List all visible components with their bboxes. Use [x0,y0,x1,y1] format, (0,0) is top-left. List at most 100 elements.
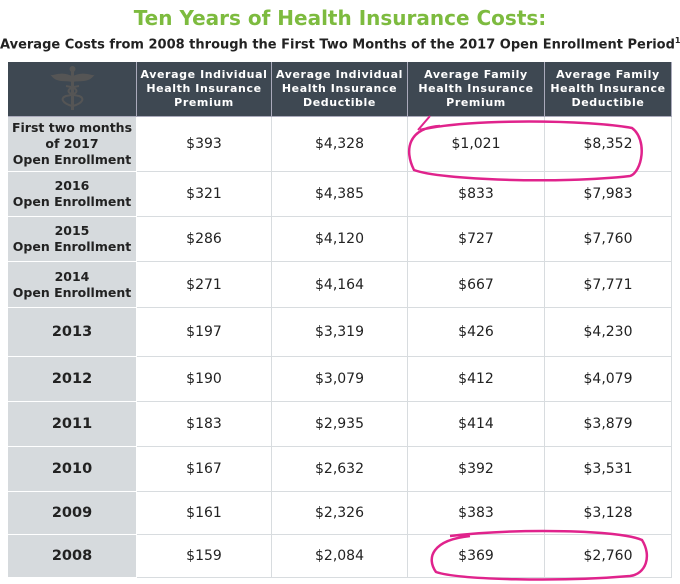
row-label-line: 2012 [51,371,93,387]
value-text: $167 [186,461,222,477]
value-text: $2,326 [315,505,364,521]
value-cell: $392 [408,447,545,492]
row-label: 2014 Open Enrollment [8,262,137,308]
value-text: $161 [186,505,222,521]
footnote-mark: 1 [674,36,680,45]
header-line: Deductible [303,96,376,109]
value-cell: $727 [408,217,545,262]
row-label-line: 2014 [54,268,90,284]
value-cell: $4,385 [272,172,408,217]
header-line: Deductible [571,96,645,109]
header-cell: Average Family Health Insurance Deductible [545,62,672,117]
value-cell: $3,319 [272,308,408,357]
value-cell: $3,079 [272,357,408,402]
value-text: $7,760 [583,231,633,247]
value-cell: $8,352 [545,117,672,172]
row-label: 2008 [8,535,137,578]
value-text: $183 [186,416,222,432]
value-text: $4,385 [315,186,364,202]
row-label: 2009 [8,492,137,535]
value-text: $4,120 [315,231,364,247]
value-cell: $167 [137,447,272,492]
row-label-line: Open Enrollment [12,152,132,167]
row-label: 2016 Open Enrollment [8,172,137,217]
row-label-line: 2013 [51,324,93,340]
value-text: $3,879 [583,416,633,432]
value-text: $3,128 [583,505,633,521]
value-cell: $393 [137,117,272,172]
row-label-line: First two months [11,120,133,135]
row-label: 2013 [8,308,137,357]
value-cell: $412 [408,357,545,402]
value-cell: $414 [408,402,545,447]
value-text: $414 [458,416,494,432]
row-label-line: Open Enrollment [12,284,132,300]
value-text: $727 [458,231,494,247]
value-text: $426 [458,324,494,340]
value-cell: $321 [137,172,272,217]
row-label-line: Open Enrollment [12,194,132,209]
header-line: Premium [446,96,506,109]
value-text: $369 [458,548,494,564]
row-label-line: 2015 [54,223,90,238]
value-text: $393 [186,136,222,152]
value-cell: $383 [408,492,545,535]
value-text: $392 [458,461,494,477]
row-label-line: 2010 [51,461,93,477]
value-text: $4,079 [583,371,633,387]
value-cell: $369 [408,535,545,578]
row-label: 2011 [8,402,137,447]
header-line: Average Individual [276,68,403,81]
value-cell: $161 [137,492,272,535]
title: Ten Years of Health Insurance Costs: [133,6,547,30]
value-cell: $3,128 [545,492,672,535]
value-text: $197 [186,324,222,340]
header-cell: Average Individual Health Insurance Premiu… [137,62,272,117]
value-text: $286 [186,231,222,247]
value-cell: $426 [408,308,545,357]
value-cell: $159 [137,535,272,578]
value-cell: $7,771 [545,262,672,308]
subtitle: Average Costs from 2008 through the Firs… [0,36,680,52]
value-cell: $4,120 [272,217,408,262]
row-label: 2012 [8,357,137,402]
value-text: $2,935 [315,416,364,432]
row-label-line: 2011 [51,416,93,432]
value-text: $271 [186,276,222,293]
value-cell: $4,328 [272,117,408,172]
value-cell: $667 [408,262,545,308]
value-text: $667 [458,276,494,293]
value-text: $2,084 [315,548,364,564]
header-line: Premium [174,96,234,109]
value-text: $4,230 [583,324,633,340]
subtitle-text: Average Costs from 2008 through the Firs… [0,37,675,53]
value-text: $7,983 [583,186,633,202]
value-cell: $7,983 [545,172,672,217]
value-text: $190 [186,371,222,387]
header-line: Health Insurance [281,82,398,95]
row-label: 2015 Open Enrollment [8,217,137,262]
value-text: $833 [458,186,494,202]
value-cell: $286 [137,217,272,262]
header-line: Average Family [556,68,660,81]
value-text: $7,771 [583,276,633,293]
value-text: $1,021 [451,136,501,152]
value-text: $159 [186,548,222,564]
value-cell: $1,021 [408,117,545,172]
value-cell: $271 [137,262,272,308]
value-cell: $3,531 [545,447,672,492]
value-cell: $3,879 [545,402,672,447]
value-cell: $197 [137,308,272,357]
header-line: Health Insurance [418,82,534,95]
row-label-line: 2009 [51,505,93,521]
value-cell: $190 [137,357,272,402]
value-cell: $183 [137,402,272,447]
value-text: $3,079 [315,371,364,387]
value-cell: $2,326 [272,492,408,535]
value-cell: $4,164 [272,262,408,308]
header-line: Health Insurance [146,82,262,95]
value-text: $3,319 [315,324,364,340]
value-cell: $833 [408,172,545,217]
value-text: $321 [186,186,222,202]
